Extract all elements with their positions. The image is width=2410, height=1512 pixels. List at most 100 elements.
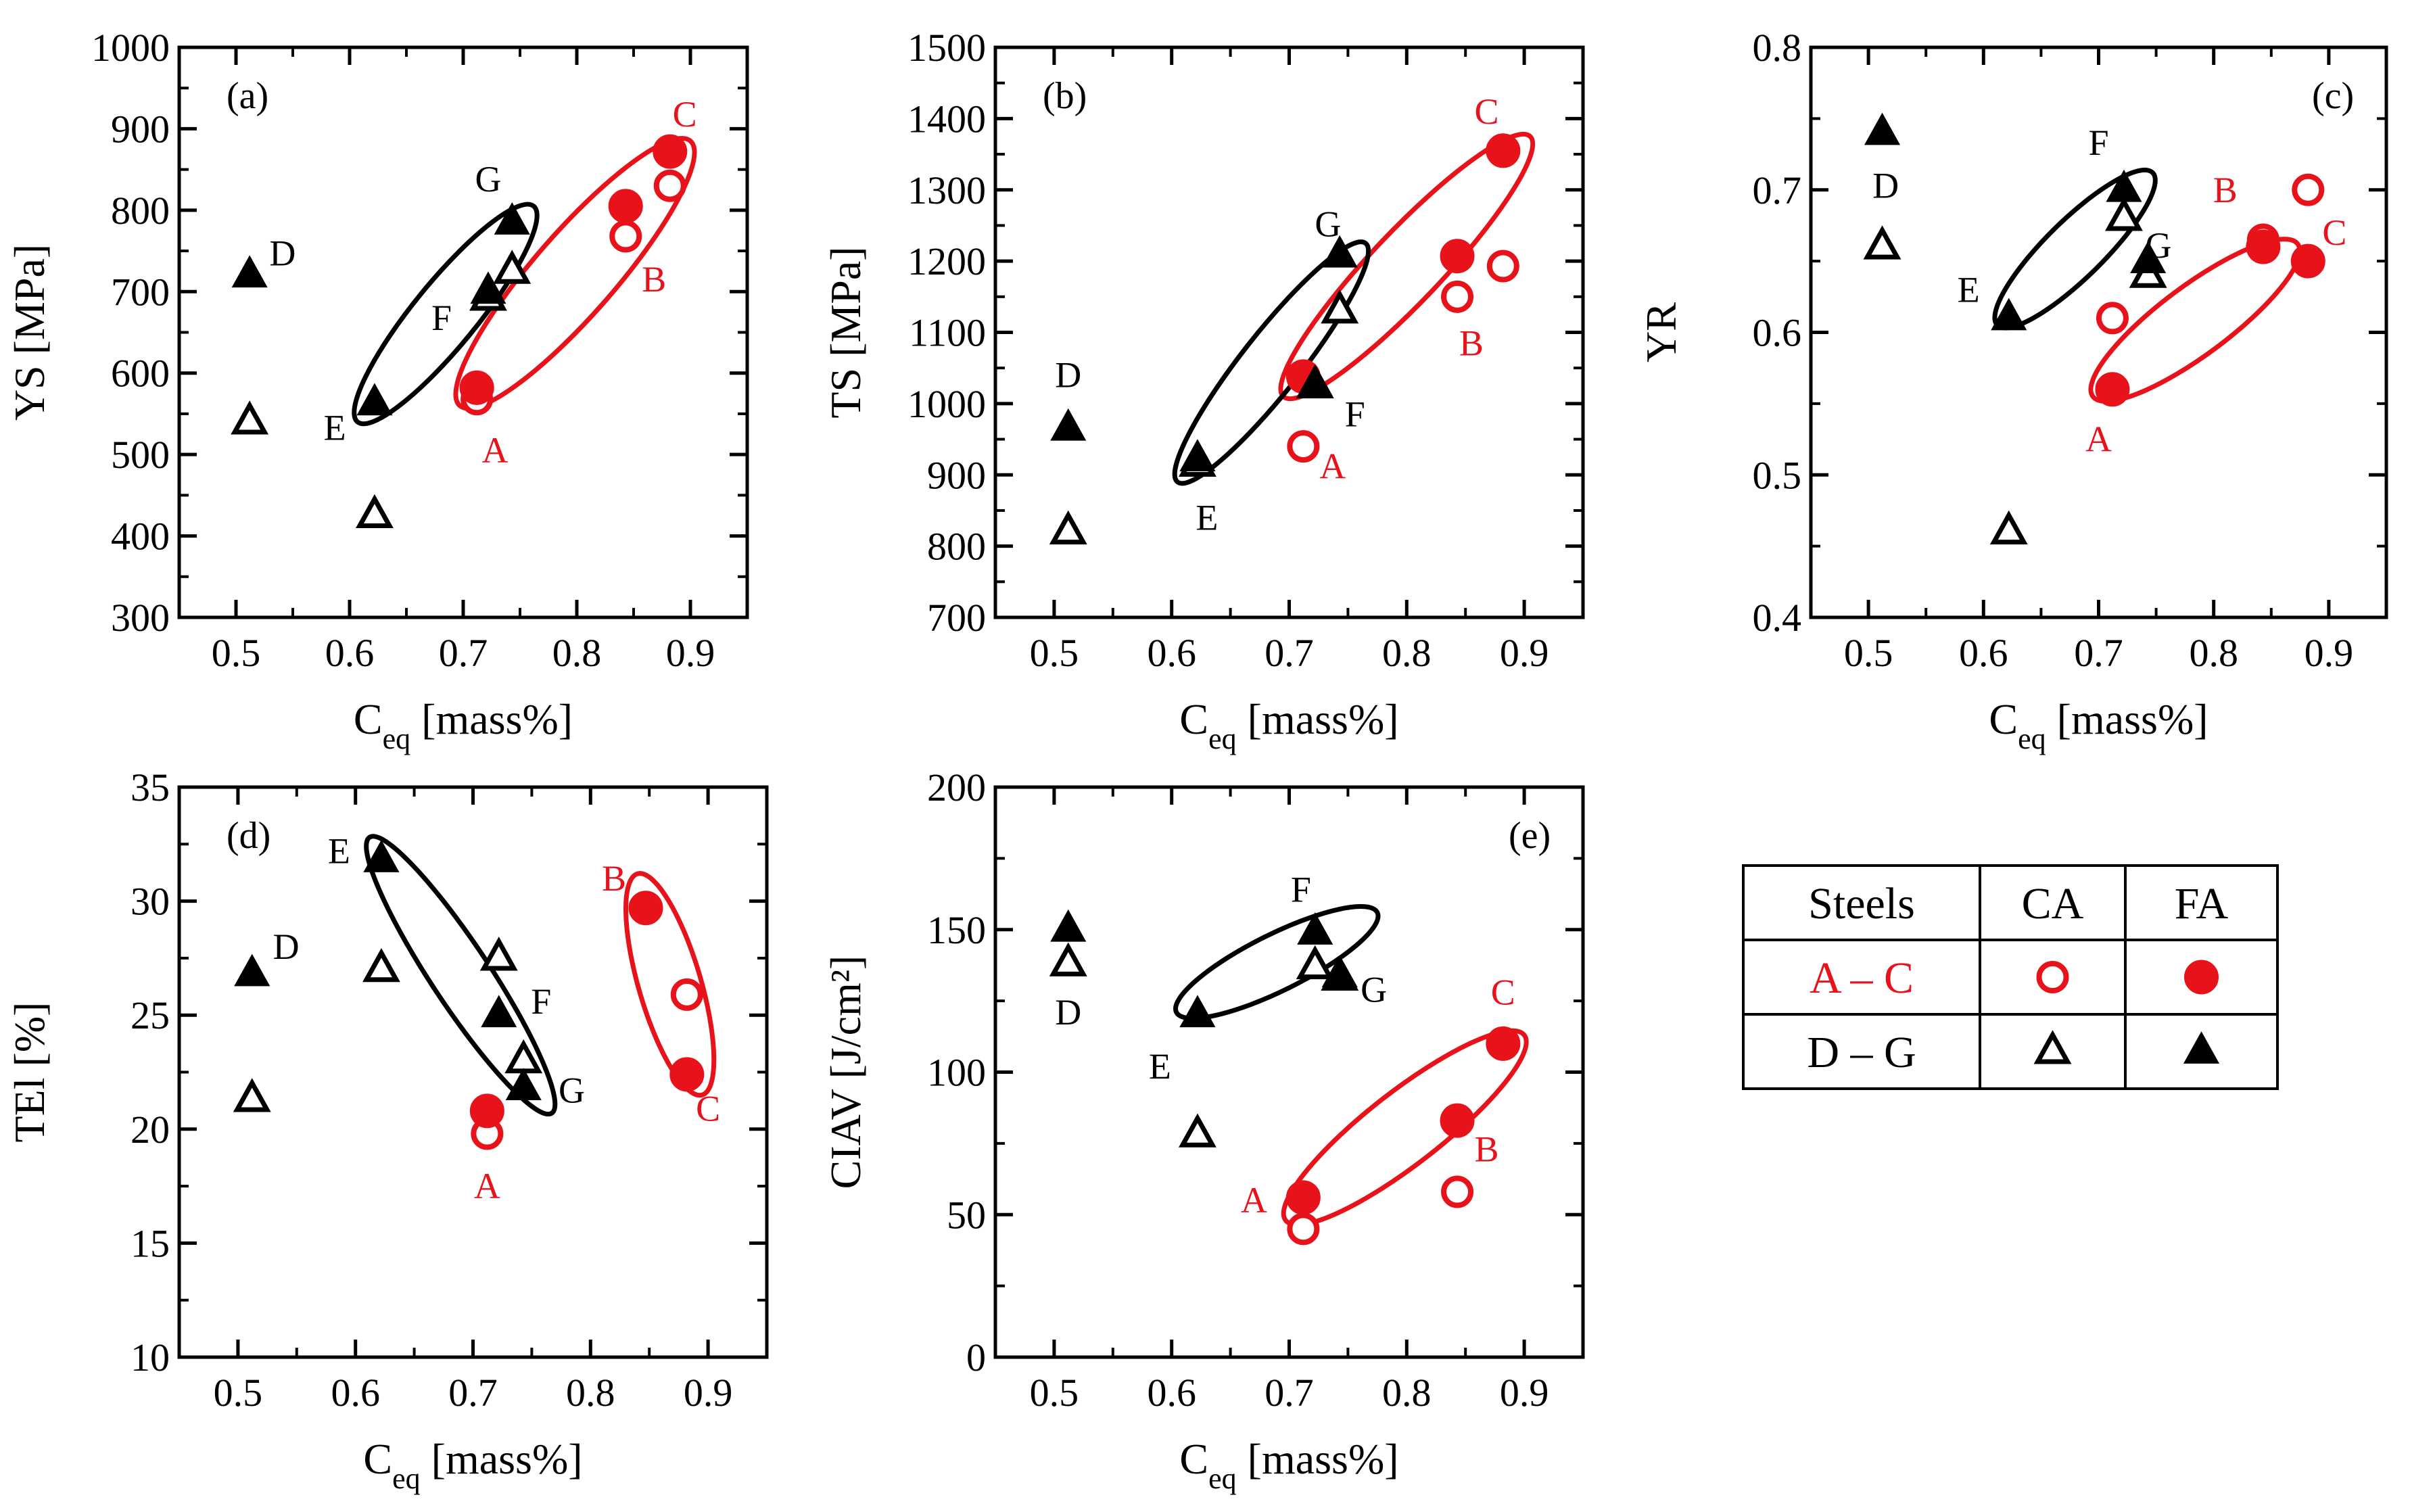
data-point-d-g-ca — [1049, 510, 1087, 545]
data-point-a-c-ca — [609, 220, 642, 253]
x-tick-label: 0.7 — [1265, 631, 1314, 675]
data-point-a-c-fa — [608, 189, 643, 224]
data-point-a-c-fa — [669, 1057, 705, 1092]
y-tick-label: 1400 — [907, 97, 986, 141]
data-point-a-c-ca — [1287, 430, 1320, 463]
data-point-a-c-fa — [1440, 239, 1475, 274]
legend-table: Steels CA FA A – C D – G — [1742, 864, 2279, 1090]
y-tick-label: 1200 — [907, 239, 986, 283]
data-point-d-g-ca — [1321, 289, 1359, 324]
steel-label-g: G — [475, 159, 501, 199]
data-point-d-g-fa — [1321, 235, 1358, 268]
x-tick-label: 0.8 — [1382, 1371, 1432, 1415]
y-tick-label: 15 — [131, 1221, 170, 1265]
steel-label-b: B — [1474, 1129, 1498, 1169]
data-point-d-g-fa — [1321, 955, 1358, 988]
chart-panel-b: 700 800 900 1000 1100 1200 1300 1400 1500 0.5 0.6 0… — [822, 26, 1585, 755]
y-tick-label: 1500 — [907, 26, 986, 70]
y-tick-label: 1000 — [91, 26, 170, 70]
data-point-d-g-fa — [2106, 169, 2142, 202]
y-axis-label: CIAV [J/cm²] — [822, 955, 870, 1189]
x-tick-label: 0.8 — [566, 1371, 615, 1415]
y-tick-label: 200 — [927, 765, 986, 809]
steel-label-c: C — [1474, 91, 1498, 132]
y-tick-label: 150 — [927, 908, 986, 952]
steel-label-b: B — [642, 259, 666, 300]
data-point-a-c-ca — [1441, 1175, 1474, 1208]
y-tick-label: 1000 — [907, 382, 986, 426]
y-tick-label: 0.6 — [1753, 311, 1802, 355]
data-point-d-g-fa — [231, 255, 268, 288]
data-point-d-g-fa — [1864, 112, 1901, 145]
y-tick-label: 0.7 — [1753, 168, 1802, 212]
y-tick-label: 20 — [131, 1108, 170, 1152]
legend-row-label: D – G — [1807, 1028, 1916, 1077]
x-tick-label: 0.6 — [1147, 631, 1196, 675]
y-axis-label: TS [MPa] — [822, 246, 870, 418]
data-point-d-g-fa — [234, 953, 270, 987]
plot-frame — [177, 45, 749, 619]
data-point-d-g-ca — [233, 1078, 271, 1112]
data-point-a-c-fa — [2290, 243, 2325, 279]
data-point-d-g-fa — [1991, 298, 2027, 331]
y-tick-label: 700 — [111, 270, 170, 314]
data-point-a-c-ca — [653, 169, 686, 202]
data-point-a-c-fa — [459, 370, 494, 405]
x-tick-label: 0.9 — [1500, 631, 1549, 675]
steel-label-a: A — [1241, 1180, 1267, 1221]
legend-marker-fa — [2184, 960, 2219, 995]
y-tick-label: 0.4 — [1753, 596, 1802, 640]
steel-label-a: A — [482, 430, 509, 471]
data-point-d-g-ca — [1178, 1113, 1216, 1148]
y-axis-label: YS [MPa] — [5, 244, 53, 421]
x-tick-label: 0.7 — [439, 631, 488, 675]
x-tick-label: 0.9 — [2305, 631, 2354, 675]
panel-letter: (a) — [227, 75, 268, 117]
x-tick-label: 0.7 — [2074, 631, 2123, 675]
data-point-d-g-ca — [231, 400, 269, 435]
x-tick-label: 0.5 — [212, 631, 261, 675]
steel-label-c: C — [696, 1088, 720, 1129]
group-ellipse-d-g — [1173, 904, 1381, 1021]
data-point-d-g-fa — [1050, 408, 1087, 441]
steel-label-d: D — [1055, 992, 1081, 1033]
steel-label-g: G — [1315, 204, 1341, 244]
legend-marker-fa — [2183, 1031, 2220, 1064]
data-point-d-g-fa — [481, 995, 517, 1028]
y-tick-label: 0 — [966, 1336, 986, 1379]
panel-letter: (b) — [1043, 75, 1087, 117]
legend-marker-ca — [2033, 1030, 2072, 1064]
steel-label-e: E — [1196, 497, 1218, 538]
steel-label-f: F — [1345, 394, 1365, 435]
y-tick-label: 50 — [947, 1193, 986, 1237]
y-tick-label: 700 — [927, 596, 986, 640]
data-point-d-g-ca — [1863, 225, 1901, 260]
x-axis-label: Ceq [mass%] — [354, 695, 573, 755]
steel-label-a: A — [474, 1166, 500, 1206]
data-point-a-c-ca — [670, 978, 703, 1011]
y-tick-label: 10 — [131, 1336, 170, 1379]
steel-label-f: F — [431, 298, 452, 338]
steel-label-e: E — [1149, 1046, 1171, 1087]
x-tick-label: 0.5 — [214, 1371, 263, 1415]
steel-label-c: C — [1491, 972, 1515, 1012]
y-tick-label: 900 — [927, 453, 986, 497]
y-axis-label: TEl [%] — [5, 1002, 53, 1143]
panel-letter: (e) — [1509, 815, 1551, 857]
data-point-a-c-fa — [653, 134, 688, 169]
x-tick-label: 0.5 — [1030, 1371, 1079, 1415]
data-point-a-c-fa — [469, 1093, 504, 1129]
y-tick-label: 30 — [131, 880, 170, 924]
steel-label-d: D — [273, 926, 300, 967]
data-point-d-g-ca — [1989, 510, 2028, 545]
x-axis-label: Ceq [mass%] — [1179, 1435, 1398, 1495]
steel-label-a: A — [1319, 446, 1346, 487]
data-point-a-c-fa — [2095, 372, 2130, 407]
y-tick-label: 800 — [927, 525, 986, 569]
data-point-a-c-fa — [628, 891, 663, 926]
data-point-d-g-ca — [493, 250, 531, 284]
y-tick-label: 500 — [111, 433, 170, 477]
chart-panel-c: 0.4 0.5 0.6 0.7 0.8 0.5 0.6 0.7 0.8 0.9 Ceq [mass%… — [1637, 26, 2388, 755]
data-point-a-c-fa — [1440, 1103, 1475, 1138]
